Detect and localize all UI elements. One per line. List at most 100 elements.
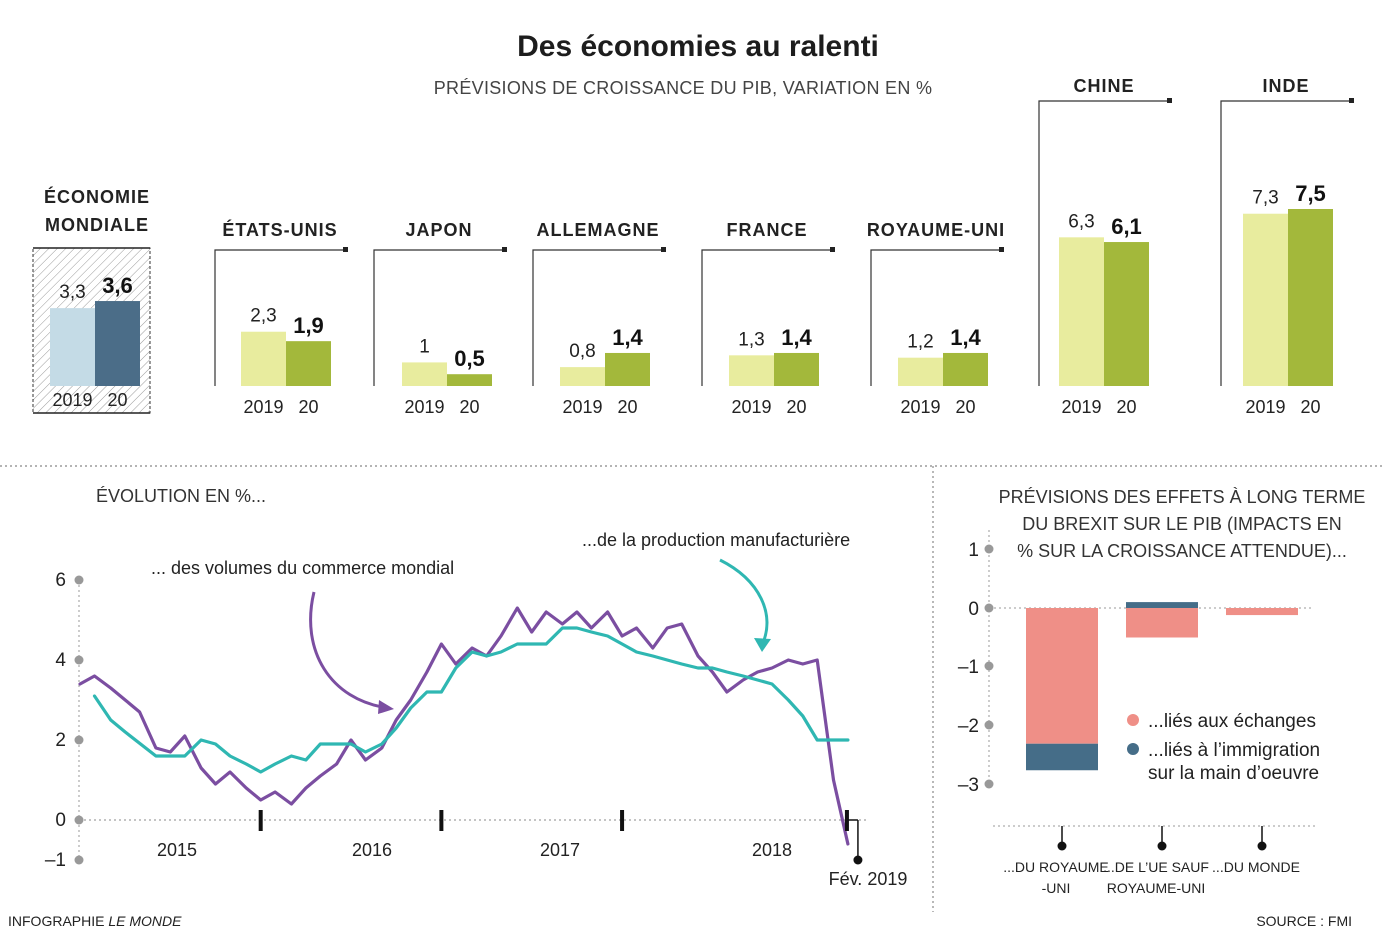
year-label-2020: 20 — [1116, 397, 1136, 417]
y-tick-label: 2 — [55, 730, 66, 751]
year-label-2019: 2019 — [404, 397, 444, 417]
brexit-chart-title: DU BREXIT SUR LE PIB (IMPACTS EN — [1022, 514, 1341, 534]
country-name: ÉCONOMIE — [44, 186, 150, 207]
y-tick-label: –1 — [45, 850, 66, 871]
year-label-2020: 20 — [786, 397, 806, 417]
line-chart-title: ÉVOLUTION EN %... — [96, 486, 266, 506]
annotation-world-trade: ... des volumes du commerce mondial — [151, 558, 454, 578]
brexit-y-tick-label: –2 — [958, 716, 979, 737]
brexit-bar-trade — [1226, 608, 1298, 616]
credit-line: INFOGRAPHIE LE MONDE — [8, 913, 182, 929]
year-label-2020: 20 — [1300, 397, 1320, 417]
country-name: ÉTATS-UNIS — [222, 219, 337, 240]
end-marker-tick — [844, 810, 849, 831]
y-tick-dot — [74, 735, 84, 745]
value-label-2020: 6,1 — [1111, 214, 1142, 239]
year-label-2020: 20 — [955, 397, 975, 417]
annotation-arrow-manufacturing — [719, 558, 769, 646]
bracket-end-marker — [1167, 98, 1172, 103]
category-label: ...DU MONDE — [1212, 859, 1300, 875]
bar-2019 — [729, 355, 774, 386]
brexit-y-tick-label: 0 — [968, 599, 979, 620]
bar-2019 — [241, 331, 286, 386]
year-label-2020: 20 — [107, 390, 127, 410]
year-label-2019: 2019 — [1245, 397, 1285, 417]
bar-2019 — [898, 357, 943, 386]
bar-2020 — [286, 341, 331, 386]
bar-2019 — [1059, 237, 1104, 386]
brexit-y-tick-label: –1 — [958, 657, 979, 678]
year-label-2019: 2019 — [1061, 397, 1101, 417]
year-label-2019: 2019 — [243, 397, 283, 417]
series-line-world-trade — [78, 606, 850, 846]
bar-2020 — [943, 352, 988, 386]
category-tick-dot — [1257, 841, 1267, 851]
brexit-bar-immigration — [1026, 743, 1098, 771]
category-label: ...DU ROYAUME — [1003, 859, 1109, 875]
x-year-label: 2017 — [540, 840, 580, 860]
bar-2020 — [605, 352, 650, 386]
category-label: -UNI — [1042, 880, 1071, 896]
annotation-arrow-world-trade — [309, 591, 389, 710]
value-label-2019: 6,3 — [1068, 211, 1094, 232]
group-bracket — [701, 249, 832, 386]
year-boundary-tick — [258, 810, 263, 831]
bracket-end-marker — [661, 247, 666, 252]
bar-2019 — [560, 367, 605, 386]
country-name: CHINE — [1073, 76, 1134, 96]
brexit-bar-trade — [1026, 608, 1098, 744]
brexit-y-tick-label: –3 — [958, 775, 979, 796]
end-date-label: Fév. 2019 — [829, 869, 908, 889]
legend-label: sur la main d’oeuvre — [1148, 763, 1319, 784]
country-name: JAPON — [405, 220, 472, 240]
brexit-bar-immigration — [1126, 602, 1198, 608]
x-year-label: 2018 — [752, 840, 792, 860]
bracket-end-marker — [502, 247, 507, 252]
brexit-bar-trade — [1126, 608, 1198, 638]
arrow-head-manufacturing — [754, 638, 771, 652]
country-group: ALLEMAGNE 0,8 1,4 2019 20 — [532, 220, 666, 417]
group-bracket — [214, 249, 345, 386]
x-year-label: 2015 — [157, 840, 197, 860]
brexit-impact-bar-chart: PRÉVISIONS DES EFFETS À LONG TERME DU BRE… — [958, 487, 1366, 896]
bracket-end-marker — [343, 247, 348, 252]
bar-chart-subtitle: PRÉVISIONS DE CROISSANCE DU PIB, VARIATI… — [434, 78, 933, 98]
credit-publication: LE MONDE — [108, 913, 182, 929]
country-name: ALLEMAGNE — [537, 220, 660, 240]
value-label-2019: 1 — [419, 336, 430, 357]
year-label-2019: 2019 — [900, 397, 940, 417]
country-name: FRANCE — [727, 220, 808, 240]
value-label-2019: 1,2 — [907, 332, 933, 353]
value-label-2020: 1,9 — [293, 313, 324, 338]
legend-label: ...liés à l’immigration — [1148, 740, 1320, 761]
value-label-2019: 3,3 — [59, 282, 85, 303]
bar-2020 — [447, 374, 492, 386]
country-name: MONDIALE — [45, 215, 149, 235]
brexit-y-tick-dot — [984, 661, 994, 671]
group-bracket — [870, 249, 1001, 386]
y-tick-dot — [74, 815, 84, 825]
y-tick-label: 6 — [55, 570, 66, 591]
y-tick-dot — [74, 575, 84, 585]
series-line-manufacturing — [92, 626, 850, 774]
page-title: Des économies au ralenti — [517, 30, 879, 63]
category-label: ...DE L’UE SAUF — [1103, 859, 1209, 875]
value-label-2020: 7,5 — [1295, 181, 1326, 206]
country-group: CHINE 6,3 6,1 2019 20 — [1038, 76, 1172, 417]
group-bracket — [532, 249, 663, 386]
value-label-2019: 2,3 — [250, 306, 276, 327]
bar-2020 — [1104, 242, 1149, 386]
country-group: INDE 7,3 7,5 2019 20 — [1220, 76, 1354, 417]
year-label-2019: 2019 — [731, 397, 771, 417]
brexit-y-tick-dot — [984, 720, 994, 730]
value-label-2019: 0,8 — [569, 341, 595, 362]
brexit-y-tick-dot — [984, 779, 994, 789]
value-label-2020: 0,5 — [454, 346, 485, 371]
x-year-label: 2016 — [352, 840, 392, 860]
year-label-2019: 2019 — [52, 390, 92, 410]
country-name: INDE — [1262, 76, 1309, 96]
end-marker-dot — [853, 855, 863, 865]
category-tick-dot — [1157, 841, 1167, 851]
group-bracket — [1038, 100, 1169, 386]
